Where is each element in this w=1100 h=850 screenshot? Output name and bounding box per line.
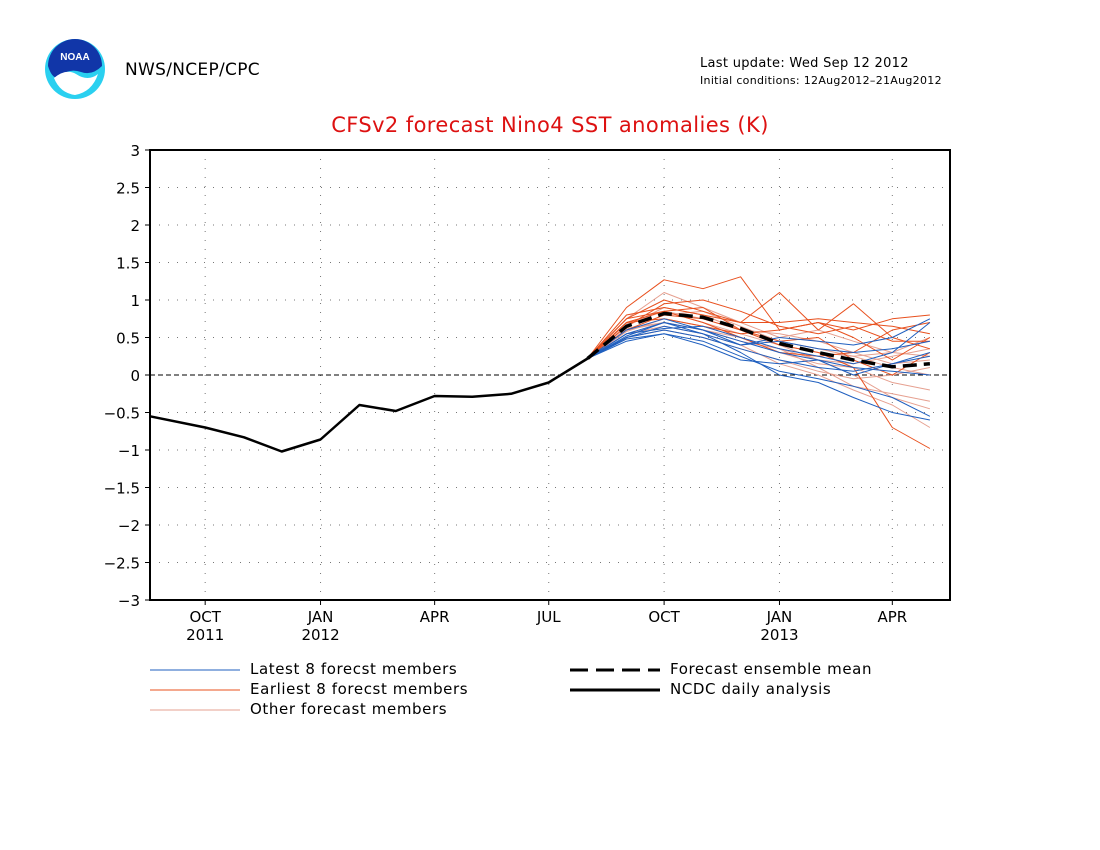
last-update-text: Last update: Wed Sep 12 2012 <box>700 56 909 71</box>
other-member-line <box>587 292 930 359</box>
y-tick-label: 2.5 <box>116 180 140 198</box>
analysis-line <box>149 357 589 453</box>
earliest-member-line <box>587 307 931 449</box>
x-tick-label: OCT <box>648 608 680 626</box>
earliest-member-line <box>587 307 930 359</box>
x-tick-year-label: 2011 <box>186 626 224 644</box>
logo-blue-top <box>48 39 102 78</box>
latest-member-line <box>587 333 931 376</box>
y-tick-label: 1.5 <box>116 255 140 273</box>
ensemble-mean-line <box>586 311 931 369</box>
y-tick-label: 3 <box>130 142 140 160</box>
y-tick-label: −0.5 <box>104 405 140 423</box>
initial-conditions-text: Initial conditions: 12Aug2012–21Aug2012 <box>700 74 942 87</box>
logo-white-wave <box>54 71 98 95</box>
legend-layer <box>150 668 660 711</box>
latest-member-line <box>587 322 931 365</box>
grid-layer <box>150 150 950 600</box>
y-tick-label: −3 <box>118 592 140 610</box>
y-tick-label: −1.5 <box>104 480 140 498</box>
chart-title: CFSv2 forecast Nino4 SST anomalies (K) <box>331 113 769 137</box>
legend-label: Forecast ensemble mean <box>670 660 873 678</box>
y-tick-label: −1 <box>118 442 140 460</box>
logo-text: NOAA <box>60 52 89 63</box>
x-tick-label: APR <box>877 608 907 626</box>
earliest-member-line <box>587 292 931 359</box>
x-tick-label: OCT <box>189 608 221 626</box>
x-tick-label: JAN <box>307 608 334 626</box>
axis-layer: −3−2.5−2−1.5−1−0.500.511.522.53OCT2011JA… <box>104 142 951 644</box>
latest-member-line <box>587 325 930 421</box>
latest-members-layer <box>587 318 931 421</box>
plot-frame <box>149 149 951 601</box>
legend-label: NCDC daily analysis <box>670 680 832 698</box>
y-tick-label: 1 <box>130 292 140 310</box>
legend-label: Earliest 8 forecst members <box>250 680 469 698</box>
x-tick-year-label: 2013 <box>760 626 798 644</box>
agency-label: NWS/NCEP/CPC <box>125 60 260 80</box>
x-tick-label: JUL <box>536 608 561 626</box>
x-tick-label: APR <box>420 608 450 626</box>
x-tick-year-label: 2012 <box>301 626 339 644</box>
legend-label: Latest 8 forecst members <box>250 660 458 678</box>
y-tick-label: 2 <box>130 217 140 235</box>
noaa-logo: NOAA <box>45 39 105 99</box>
x-tick-label: JAN <box>766 608 793 626</box>
legend-label: Other forecast members <box>250 700 448 718</box>
y-tick-label: 0 <box>130 367 140 385</box>
latest-member-line <box>587 318 931 359</box>
latest-member-line <box>587 329 930 372</box>
main-lines-layer <box>149 311 931 453</box>
y-tick-label: −2.5 <box>104 555 140 573</box>
y-tick-label: 0.5 <box>116 330 140 348</box>
y-tick-label: −2 <box>118 517 140 535</box>
